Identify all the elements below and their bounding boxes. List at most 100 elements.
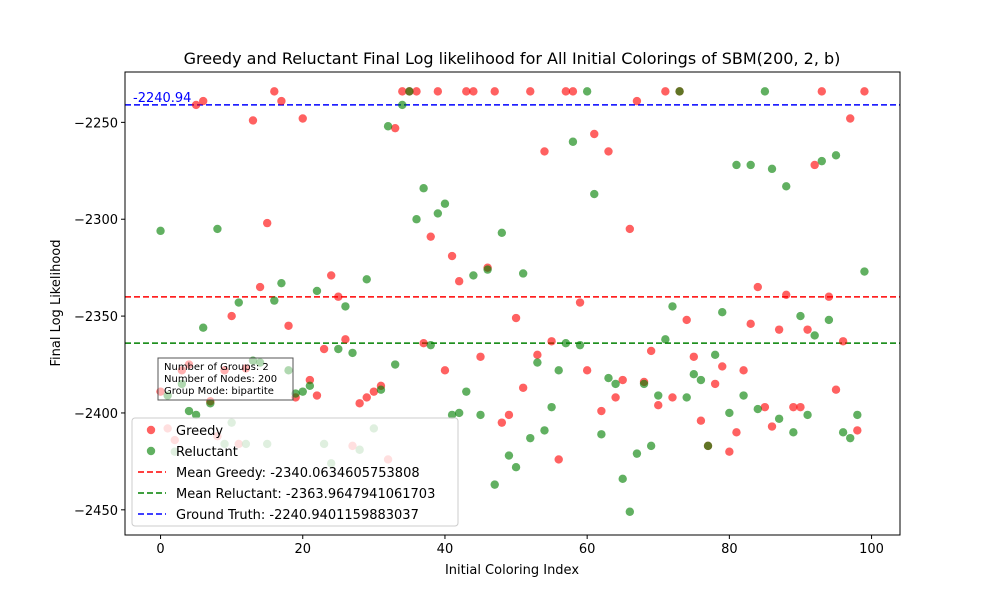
reluctant-point <box>433 209 443 218</box>
reluctant-point <box>184 406 194 416</box>
reluctant-point <box>853 410 862 420</box>
greedy-point <box>497 418 507 427</box>
greedy-point <box>746 319 755 329</box>
reluctant-point <box>483 265 492 274</box>
greedy-point <box>447 251 457 261</box>
reluctant-point <box>462 387 471 396</box>
greedy-point <box>270 87 279 96</box>
reluctant-point <box>305 381 315 391</box>
greedy-point <box>654 401 663 410</box>
greedy-point <box>767 422 777 431</box>
greedy-point <box>831 385 841 394</box>
reluctant-point <box>590 189 599 199</box>
greedy-point <box>561 87 571 96</box>
greedy-point <box>227 311 236 321</box>
greedy-point <box>305 375 315 385</box>
greedy-point <box>511 313 521 323</box>
y-tick-label: −2450 <box>74 504 118 519</box>
reluctant-point <box>390 360 400 369</box>
reluctant-point <box>376 385 386 394</box>
greedy-point <box>440 366 450 375</box>
greedy-point <box>390 123 400 133</box>
greedy-point <box>312 391 322 400</box>
legend-label-reluctant: Reluctant <box>176 445 238 460</box>
greedy-point <box>191 100 201 110</box>
reluctant-point <box>348 348 357 358</box>
greedy-point <box>476 352 485 361</box>
greedy-point <box>753 282 762 292</box>
reluctant-point <box>682 393 691 402</box>
greedy-point <box>362 393 371 402</box>
reluctant-point <box>725 408 734 418</box>
reluctant-point <box>618 474 627 484</box>
reluctant-point <box>582 87 592 96</box>
reluctant-point <box>639 379 649 389</box>
plot-frame <box>124 71 901 536</box>
greedy-point <box>277 96 286 106</box>
reluctant-point <box>426 340 435 350</box>
reluctant-point <box>846 433 855 443</box>
reluctant-point <box>625 507 635 516</box>
greedy-point <box>355 399 364 408</box>
greedy-point <box>597 406 606 416</box>
reluctant-point <box>291 389 300 398</box>
legend-label-mean-reluctant-line: Mean Reluctant: -2363.9647941061703 <box>176 487 435 502</box>
greedy-point <box>490 87 499 96</box>
reluctant-point <box>760 87 770 96</box>
reluctant-point <box>767 164 777 174</box>
reluctant-point <box>718 308 727 317</box>
reluctant-point <box>419 184 428 193</box>
reluctant-point <box>732 160 741 170</box>
reluctant-point <box>632 449 642 458</box>
greedy-point <box>398 87 407 96</box>
greedy-point <box>518 383 528 392</box>
greedy-point <box>419 339 428 348</box>
legend-label-greedy: Greedy <box>176 424 223 439</box>
greedy-point <box>646 346 656 356</box>
reluctant-point <box>661 335 670 344</box>
reluctant-point <box>561 339 571 348</box>
reluctant-point <box>696 375 706 385</box>
reluctant-point <box>206 399 215 408</box>
x-tick-label: 0 <box>156 542 164 557</box>
legend-frame <box>131 417 459 527</box>
reluctant-point <box>298 387 307 396</box>
greedy-legend-marker <box>146 425 156 435</box>
greedy-point <box>462 87 471 96</box>
greedy-point <box>689 352 699 361</box>
greedy-point <box>454 277 464 286</box>
reluctant-point <box>796 311 805 321</box>
reluctant-point <box>398 100 407 110</box>
greedy-point <box>718 362 727 371</box>
greedy-point <box>632 96 642 106</box>
greedy-point <box>668 393 677 402</box>
greedy-point <box>696 416 706 425</box>
reluctant-point <box>447 410 457 420</box>
reluctant-point <box>774 414 784 423</box>
greedy-point <box>533 350 542 360</box>
greedy-point <box>860 87 869 96</box>
greedy-point <box>838 337 848 346</box>
greedy-point <box>199 96 208 106</box>
reference-lines: -2240.94 <box>125 91 900 344</box>
reluctant-point <box>526 433 535 443</box>
info-box-line: Group Mode: bipartite <box>164 386 274 397</box>
greedy-point <box>625 224 635 234</box>
greedy-point <box>469 87 478 96</box>
greedy-point <box>774 325 784 334</box>
greedy-point <box>547 337 556 346</box>
greedy-point <box>846 114 855 123</box>
greedy-point <box>853 426 862 435</box>
reluctant-point <box>412 215 421 224</box>
greedy-point <box>334 292 343 301</box>
reluctant-point <box>533 358 542 367</box>
greedy-point <box>298 114 307 123</box>
info-box-line: Number of Groups: 2 <box>164 362 269 373</box>
greedy-point <box>739 366 748 375</box>
greedy-point <box>661 87 670 96</box>
reluctant-point <box>611 379 620 389</box>
reluctant-point <box>199 323 208 332</box>
reluctant-point <box>213 224 222 234</box>
